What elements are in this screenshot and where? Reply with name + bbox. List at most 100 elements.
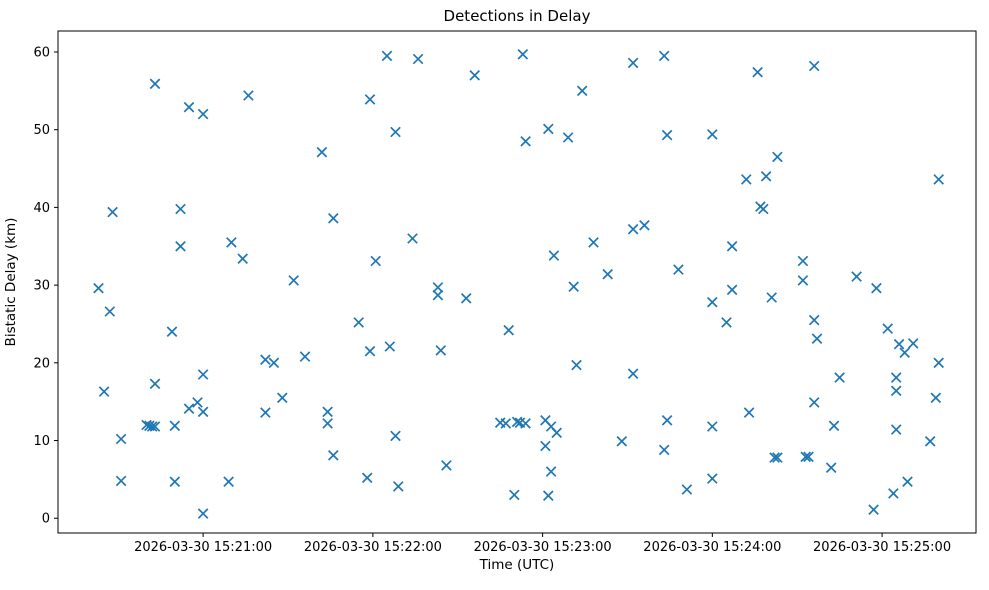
data-point-marker [542, 490, 554, 502]
data-point-marker [924, 435, 936, 447]
data-point-marker [146, 421, 158, 432]
data-point-marker [353, 317, 365, 328]
data-point-marker [828, 420, 840, 432]
data-point-marker [517, 48, 529, 60]
data-point-marker [834, 372, 845, 383]
data-point-marker [902, 476, 913, 488]
data-point-marker [169, 476, 181, 488]
data-point-marker [627, 57, 639, 69]
data-point-marker [808, 397, 820, 408]
data-point-marker [432, 289, 444, 301]
data-point-marker [149, 78, 161, 90]
data-point-marker [740, 174, 752, 185]
data-point-marker [197, 108, 209, 120]
data-point-marker [500, 418, 512, 429]
data-point-marker [392, 481, 404, 492]
data-point-marker [658, 444, 670, 456]
data-point-marker [882, 323, 894, 334]
data-points-layer [93, 48, 945, 519]
data-point-marker [706, 296, 718, 308]
data-point-marker [93, 282, 104, 294]
data-point-marker [888, 488, 899, 499]
data-point-marker [545, 466, 557, 477]
data-point-marker [197, 369, 209, 380]
data-point-marker [511, 416, 523, 428]
data-point-marker [520, 418, 531, 429]
data-point-marker [757, 203, 769, 215]
data-point-marker [276, 392, 288, 404]
data-point-marker [766, 292, 778, 303]
data-point-marker [149, 421, 161, 432]
data-point-marker [548, 250, 560, 261]
x-tick-label: 2026-03-30 15:21:00 [134, 540, 272, 555]
data-point-marker [808, 314, 820, 326]
data-point-marker [115, 433, 127, 445]
data-point-marker [797, 255, 809, 267]
data-point-marker [576, 85, 588, 97]
data-point-marker [808, 60, 820, 72]
plot-area [58, 31, 976, 533]
data-point-marker [370, 255, 382, 267]
x-axis-label: Time (UTC) [479, 557, 555, 573]
y-tick-label: 40 [33, 201, 50, 216]
data-point-marker [197, 406, 209, 418]
data-point-marker [616, 435, 628, 447]
y-tick-label: 0 [42, 512, 50, 527]
data-point-marker [441, 460, 452, 471]
data-point-marker [800, 451, 812, 463]
data-point-marker [752, 66, 763, 78]
data-point-marker [268, 357, 280, 369]
data-point-marker [772, 452, 783, 463]
data-point-marker [197, 508, 209, 519]
data-point-marker [432, 282, 444, 293]
data-point-marker [327, 212, 339, 224]
data-point-marker [706, 129, 718, 140]
data-point-marker [681, 484, 693, 495]
data-point-marker [381, 50, 393, 62]
data-point-marker [149, 378, 161, 390]
data-point-marker [588, 237, 599, 248]
data-point-marker [890, 372, 902, 383]
data-point-marker [658, 50, 670, 62]
y-tick-label: 30 [33, 279, 50, 294]
data-point-marker [260, 354, 271, 366]
data-point-marker [803, 451, 814, 463]
data-point-marker [412, 53, 424, 65]
y-tick-label: 60 [33, 45, 50, 60]
axis-ticks-layer: 2026-03-30 15:21:00 2026-03-30 15:22:00 20… [33, 45, 951, 555]
data-point-marker [192, 397, 203, 408]
data-point-marker [407, 233, 418, 244]
data-point-marker [721, 317, 732, 328]
data-point-marker [871, 282, 882, 294]
data-point-marker [706, 473, 718, 484]
data-point-marker [769, 452, 780, 463]
data-point-marker [98, 386, 110, 397]
data-point-marker [602, 268, 614, 280]
data-point-marker [726, 240, 738, 252]
x-tick-label: 2026-03-30 15:25:00 [813, 540, 951, 555]
data-point-marker [811, 333, 823, 345]
y-tick-label: 10 [33, 434, 50, 449]
data-point-marker [175, 240, 186, 252]
data-point-marker [115, 475, 127, 487]
data-point-marker [435, 345, 447, 356]
data-point-marker [797, 275, 809, 286]
data-point-marker [933, 174, 945, 185]
data-point-marker [322, 418, 333, 429]
data-point-marker [166, 326, 178, 338]
data-point-marker [390, 430, 401, 442]
data-point-marker [243, 90, 254, 101]
data-point-marker [673, 264, 684, 275]
data-point-marker [772, 151, 783, 163]
data-point-marker [183, 403, 195, 415]
data-point-marker [933, 357, 945, 369]
data-point-marker [661, 129, 673, 141]
data-point-marker [540, 440, 551, 452]
data-point-marker [175, 203, 186, 215]
data-point-marker [364, 94, 376, 105]
y-tick-label: 50 [33, 123, 50, 138]
data-point-marker [299, 351, 311, 362]
data-point-marker [260, 407, 271, 418]
data-point-marker [460, 292, 472, 304]
